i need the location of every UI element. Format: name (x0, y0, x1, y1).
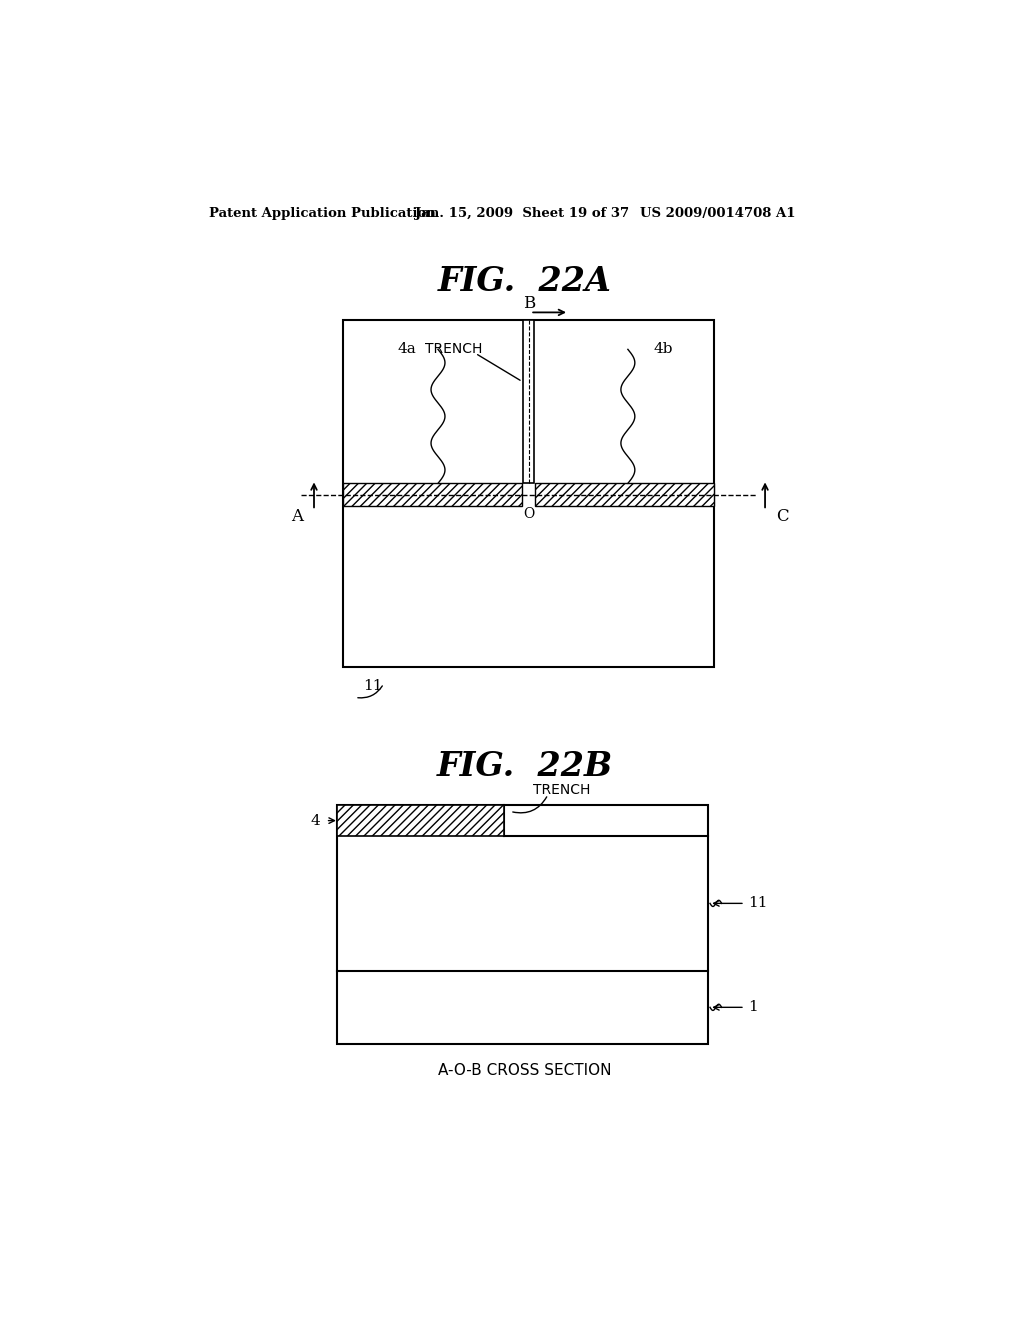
Bar (337, 805, 708, 1044)
Bar (535, 483, 714, 507)
Text: B: B (522, 294, 535, 312)
Text: 4b: 4b (653, 342, 673, 356)
Text: C: C (776, 508, 790, 525)
Text: Patent Application Publication: Patent Application Publication (209, 207, 436, 220)
Text: TRENCH: TRENCH (425, 342, 482, 356)
Text: 4: 4 (310, 813, 321, 828)
Text: FIG.  22A: FIG. 22A (438, 265, 611, 298)
Bar (523, 321, 535, 483)
Text: O: O (523, 507, 535, 521)
Text: 11: 11 (748, 896, 768, 911)
Text: 4a: 4a (397, 342, 417, 356)
Text: US 2009/0014708 A1: US 2009/0014708 A1 (640, 207, 795, 220)
Text: 1: 1 (748, 1001, 758, 1014)
Text: Jan. 15, 2009  Sheet 19 of 37: Jan. 15, 2009 Sheet 19 of 37 (415, 207, 629, 220)
Bar (343, 483, 522, 507)
Bar (337, 805, 504, 836)
Text: FIG.  22B: FIG. 22B (436, 750, 613, 783)
Text: A-O-B CROSS SECTION: A-O-B CROSS SECTION (438, 1064, 611, 1078)
Text: 11: 11 (364, 678, 383, 693)
Bar (343, 321, 714, 667)
Text: TRENCH: TRENCH (534, 783, 591, 797)
Text: A: A (291, 508, 303, 525)
